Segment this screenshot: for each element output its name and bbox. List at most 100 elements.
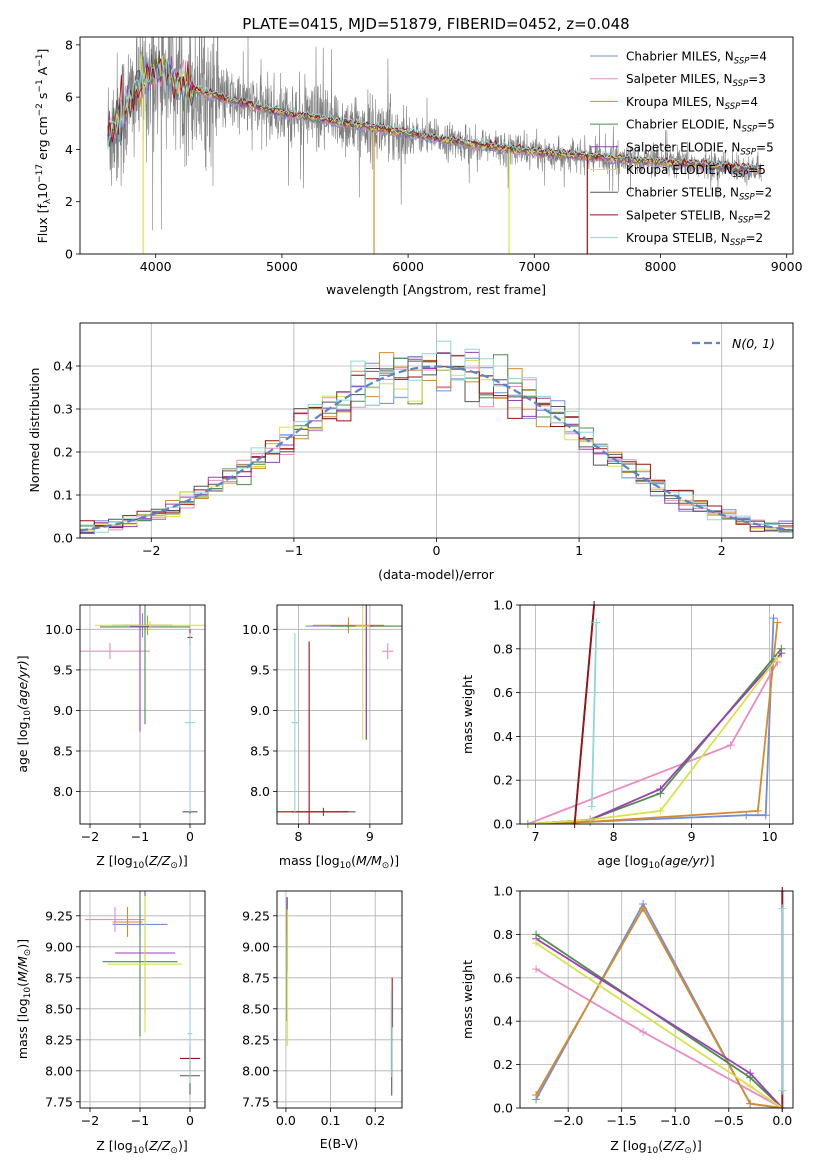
mass-weight-marker bbox=[639, 904, 648, 913]
figure-title: PLATE=0415, MJD=51879, FIBERID=0452, z=0… bbox=[242, 15, 629, 33]
legend-label: Chabrier MILES, NSSP=4 bbox=[626, 50, 767, 67]
plot-area bbox=[80, 340, 793, 534]
x-tick-label: 0 bbox=[186, 829, 194, 844]
label-part: ] bbox=[710, 853, 715, 868]
label-part: ( bbox=[351, 853, 356, 868]
y-axis-label: Flux [fλ10−17 erg cm−2 s−1 A−1] bbox=[35, 49, 53, 244]
label-superscript: −2 bbox=[35, 103, 45, 116]
x-tick-label: 8000 bbox=[645, 259, 677, 274]
x-tick-label: −1 bbox=[131, 1113, 149, 1128]
panel-mass-weight-vs-z: −2.0 −1.5 −1.0 −0.5 0.0 0.0 0.2 0.4 0.6 0.8 1.0 mas… bbox=[460, 884, 794, 1156]
y-tick-label: 8.0 bbox=[53, 784, 73, 799]
x-axis-label: age [log10(age/yr)] bbox=[597, 853, 714, 871]
legend-label: Chabrier STELIB, NSSP=2 bbox=[626, 186, 772, 203]
y-tick-label: 8.75 bbox=[242, 970, 270, 985]
panel-mass-vs-ebv: 0.0 0.1 0.2 7.75 8.00 8.25 8.50 8.75 9.00 9.25 E(B… bbox=[242, 890, 403, 1151]
x-tick-label: 0 bbox=[433, 543, 441, 558]
y-tick-label: 8.5 bbox=[53, 744, 73, 759]
x-tick-label: 7000 bbox=[518, 259, 550, 274]
x-axis-label: wavelength [Angstrom, rest frame] bbox=[326, 282, 546, 297]
x-tick-label: 0 bbox=[186, 1113, 194, 1128]
y-tick-label: 0.4 bbox=[493, 1014, 513, 1029]
x-tick-label: −1 bbox=[285, 543, 303, 558]
y-tick-label: 0.8 bbox=[493, 641, 513, 656]
x-tick-label: 6000 bbox=[392, 259, 424, 274]
y-tick-label: 0.4 bbox=[493, 729, 513, 744]
plots: 4000 5000 6000 7000 8000 900002468wavelength … bbox=[15, 36, 803, 1156]
x-tick-label: 9 bbox=[366, 829, 374, 844]
x-tick-label: 0.0 bbox=[772, 1113, 792, 1128]
label-part: s bbox=[35, 93, 50, 104]
plot-area bbox=[107, 37, 762, 254]
label-subscript: λ bbox=[43, 198, 53, 204]
mass-weight-line-8 bbox=[590, 622, 598, 807]
label-part: ( bbox=[15, 982, 30, 987]
label-subscript: 10 bbox=[133, 861, 145, 871]
legend-label: Salpeter MILES, NSSP=3 bbox=[626, 72, 766, 89]
label-part: 10 bbox=[35, 183, 50, 199]
mass-weight-marker bbox=[639, 1028, 648, 1037]
y-tick-label: 0.2 bbox=[53, 445, 73, 460]
axes-frame bbox=[79, 890, 206, 1109]
label-subscript: 10 bbox=[649, 861, 661, 871]
axes-frame bbox=[276, 604, 403, 825]
y-tick-label: 0.6 bbox=[493, 970, 513, 985]
label-subscript: ⊙ bbox=[170, 861, 178, 871]
legend-text: Salpeter STELIB, N bbox=[626, 208, 738, 222]
x-tick-label: 8 bbox=[610, 829, 618, 844]
mass-weight-line-1 bbox=[535, 968, 783, 1108]
mass-weight-marker bbox=[778, 904, 787, 913]
plot-area bbox=[535, 891, 784, 1108]
mass-weight-marker bbox=[587, 802, 596, 811]
axes-frame bbox=[79, 322, 794, 539]
label-part: mass [log bbox=[15, 998, 30, 1059]
x-tick-label: 9000 bbox=[771, 259, 803, 274]
legend-label: Chabrier ELODIE, NSSP=5 bbox=[626, 118, 775, 135]
label-part: ] bbox=[15, 655, 30, 660]
y-tick-label: 9.25 bbox=[45, 908, 73, 923]
y-tick-label: 9.5 bbox=[53, 662, 73, 677]
mass-weight-marker bbox=[761, 811, 770, 820]
label-part: ] bbox=[35, 49, 50, 54]
x-tick-label: −2 bbox=[81, 1113, 99, 1128]
y-tick-label: 0.1 bbox=[53, 488, 73, 503]
histogram-8 bbox=[80, 340, 793, 534]
label-part: ( bbox=[144, 853, 149, 868]
panel-age-vs-mass: 8 9 8.0 8.5 9.0 9.5 10.0 mass [log10(M/M⊙)] bbox=[242, 604, 403, 871]
label-superscript: −17 bbox=[35, 164, 45, 183]
normal-curve bbox=[80, 365, 793, 532]
legend-subscript: SSP bbox=[740, 147, 756, 157]
mass-weight-marker bbox=[753, 806, 762, 815]
legend-label: Salpeter STELIB, NSSP=2 bbox=[626, 208, 771, 225]
mass-weight-marker bbox=[656, 806, 665, 815]
y-tick-label: 0.2 bbox=[493, 1057, 513, 1072]
legend-label: Kroupa ELODIE, NSSP=5 bbox=[626, 163, 766, 180]
legend-text: =4 bbox=[740, 95, 758, 109]
label-part: erg cm bbox=[35, 116, 50, 164]
x-axis-label: Z [log10(Z/Z⊙)] bbox=[610, 1138, 701, 1156]
legend-label: N(0, 1) bbox=[732, 336, 775, 351]
y-tick-label: 8.75 bbox=[45, 970, 73, 985]
legend-text: =5 bbox=[748, 163, 766, 177]
legend-text: =5 bbox=[756, 140, 774, 154]
x-tick-label: −0.5 bbox=[714, 1113, 744, 1128]
label-subscript: ⊙ bbox=[23, 949, 33, 957]
axes-frame bbox=[276, 890, 403, 1109]
x-tick-label: 0.0 bbox=[276, 1113, 296, 1128]
plot-area bbox=[80, 605, 205, 814]
x-tick-label: −2 bbox=[142, 543, 160, 558]
y-tick-label: 9.00 bbox=[45, 939, 73, 954]
legend-subscript: SSP bbox=[742, 125, 758, 135]
y-tick-label: 8.0 bbox=[250, 784, 270, 799]
label-part: )] bbox=[178, 853, 188, 868]
x-axis-label: Z [log10(Z/Z⊙)] bbox=[96, 853, 187, 871]
legend-text: =2 bbox=[746, 231, 764, 245]
panel-mass-vs-z: −2 −1 07.758.008.258.508.759.009.25Z [log1… bbox=[15, 890, 206, 1156]
mass-weight-marker bbox=[726, 741, 735, 750]
x-axis-label: (data-model)/error bbox=[378, 567, 495, 582]
panel-age-vs-z: −2 −1 08.08.59.09.510.0Z [log10(Z/Z⊙)]age … bbox=[15, 604, 206, 871]
y-tick-label: 0.8 bbox=[493, 927, 513, 942]
label-part: Z [log bbox=[96, 1138, 132, 1153]
y-axis-label: mass weight bbox=[460, 675, 475, 754]
legend-text: Kroupa STELIB, N bbox=[626, 231, 730, 245]
